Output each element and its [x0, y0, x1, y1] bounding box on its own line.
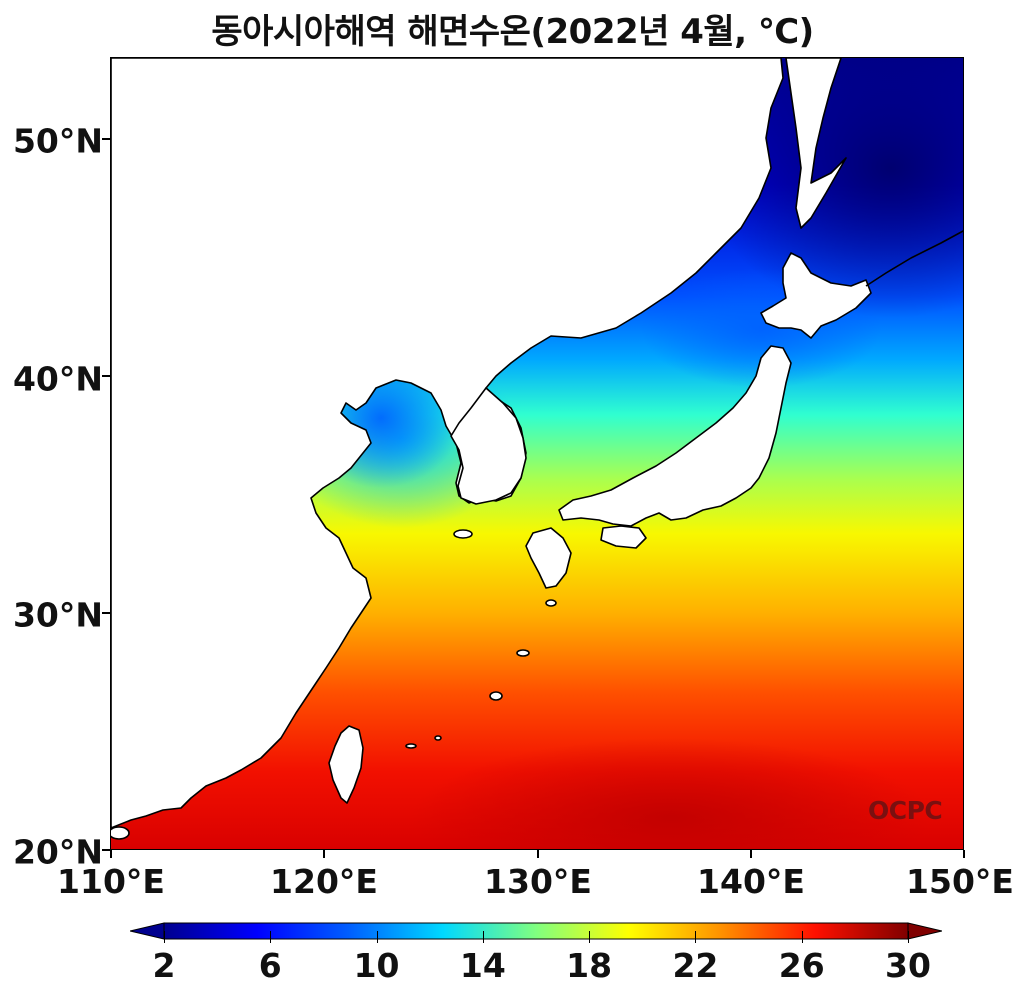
colorbar-tick-label-26: 26 [778, 946, 825, 985]
y-tick-label-50: 50°N [12, 121, 103, 161]
sakhalin [785, 58, 847, 229]
y-tick-50 [102, 138, 110, 140]
x-tick-label-120: 120°E [270, 862, 378, 901]
colorbar [130, 922, 942, 940]
x-tick-label-150: 150°E [906, 862, 1014, 901]
ocpc-watermark: OCPC [868, 796, 943, 825]
colorbar-tick-26 [801, 931, 803, 943]
colorbar-body [163, 922, 909, 940]
x-tick-110 [110, 850, 112, 858]
ryukyu-2 [516, 649, 530, 657]
colorbar-tick-6 [270, 931, 272, 943]
colorbar-extend-max [907, 922, 942, 940]
taiwan [328, 725, 364, 804]
colorbar-tick-22 [695, 931, 697, 943]
colorbar-tick-label-14: 14 [459, 946, 506, 985]
ryukyu-1 [545, 599, 557, 607]
y-tick-label-20: 20°N [12, 832, 103, 872]
colorbar-tick-14 [482, 931, 484, 943]
shikoku [600, 525, 647, 549]
colorbar-tick-label-10: 10 [353, 946, 400, 985]
colorbar-tick-label-6: 6 [258, 946, 282, 985]
ryukyu-5 [434, 735, 442, 741]
colorbar-tick-18 [589, 931, 591, 943]
honshu [558, 345, 792, 527]
colorbar-tick-30 [908, 931, 909, 943]
colorbar-tick-2 [164, 931, 165, 943]
sst-map [110, 57, 964, 850]
hokkaido [760, 252, 872, 339]
korean-peninsula [450, 387, 527, 505]
x-tick-label-130: 130°E [484, 862, 592, 901]
jeju [453, 529, 473, 539]
x-tick-130 [537, 850, 539, 858]
ryukyu-3 [489, 691, 503, 701]
x-tick-120 [323, 850, 325, 858]
x-tick-label-110: 110°E [57, 862, 165, 901]
kyushu [525, 527, 572, 589]
x-tick-150 [963, 850, 965, 858]
y-tick-40 [102, 375, 110, 377]
x-tick-label-140: 140°E [697, 862, 805, 901]
figure-title: 동아시아해역 해면수온(2022년 4월, ℃) [211, 12, 814, 52]
asian-mainland [111, 58, 784, 829]
land-masses [111, 58, 963, 840]
y-tick-label-40: 40°N [12, 359, 103, 399]
colorbar-tick-label-2: 2 [152, 946, 176, 985]
hainan-coast [111, 826, 130, 840]
x-tick-140 [750, 850, 752, 858]
colorbar-tick-label-18: 18 [566, 946, 613, 985]
y-tick-30 [102, 612, 110, 614]
y-tick-20 [102, 849, 110, 851]
ryukyu-4 [405, 743, 417, 749]
colorbar-tick-label-30: 30 [885, 946, 931, 985]
warm-water-south [411, 738, 931, 849]
sst-map-svg [111, 58, 963, 849]
y-tick-label-30: 30°N [12, 595, 103, 635]
kuril-islands [865, 230, 963, 287]
colorbar-extend-min [130, 922, 165, 940]
colorbar-tick-label-22: 22 [672, 946, 719, 985]
colorbar-tick-10 [376, 931, 378, 943]
